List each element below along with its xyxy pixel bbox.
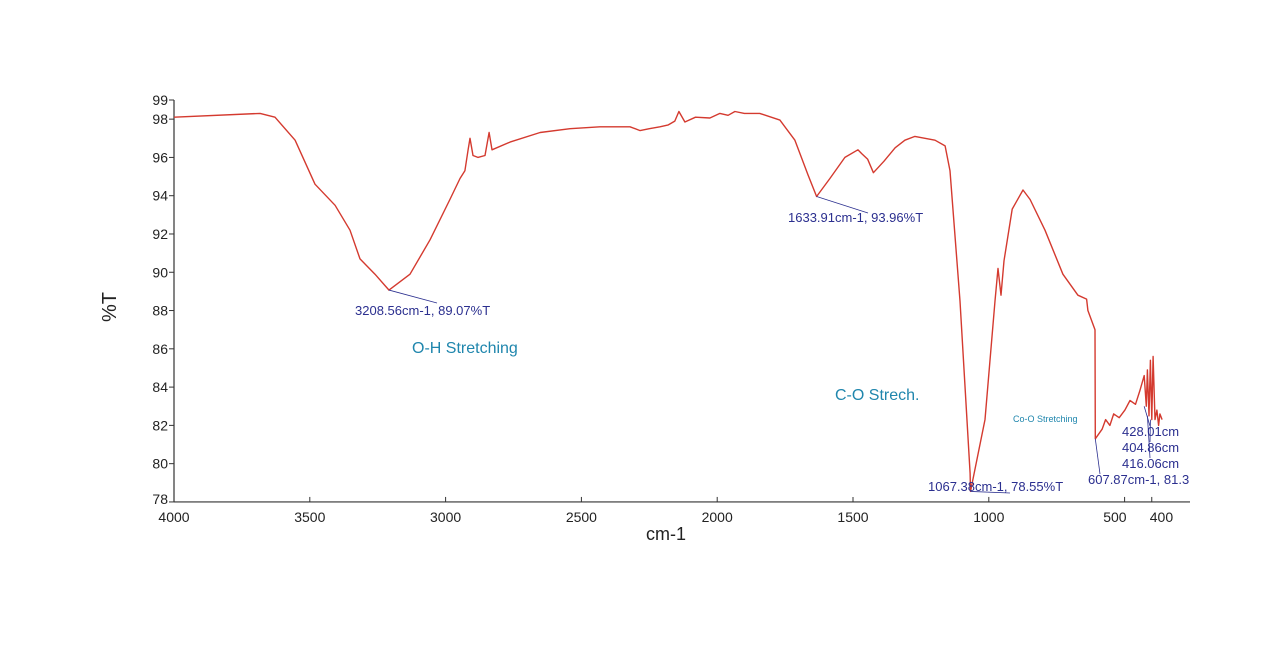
y-tick-label: 86 (152, 341, 168, 357)
peak-label: 1067.38cm-1, 78.55%T (928, 479, 1063, 494)
peak-label: 404.86cm (1122, 440, 1179, 455)
band-assignment-label: C-O Strech. (835, 387, 919, 404)
y-tick-label: 84 (152, 379, 168, 395)
annotation-layer: 3208.56cm-1, 89.07%T 1633.91cm-1, 93.96%T… (355, 196, 1189, 494)
y-axis-label: %T (99, 292, 121, 322)
x-tick-label: 400 (1150, 509, 1174, 525)
x-axis-label: cm-1 (646, 524, 686, 544)
x-tick-label: 2000 (702, 509, 733, 525)
x-tick-label: 4000 (158, 509, 189, 525)
x-tick-label: 1500 (837, 509, 868, 525)
spectrum-line (174, 112, 1162, 492)
x-tick-label: 1000 (973, 509, 1004, 525)
peak-leader-line (1095, 439, 1100, 474)
ticks: 99 98 96 94 92 90 88 86 84 82 80 78 4000 3500 3000 2500… (152, 92, 1173, 525)
y-tick-label: 98 (152, 111, 168, 127)
y-tick-label: 94 (152, 188, 168, 204)
axes (174, 100, 1190, 502)
y-tick-label: 99 (152, 92, 168, 108)
x-tick-label: 3500 (294, 509, 325, 525)
x-tick-label: 3000 (430, 509, 461, 525)
x-tick-label: 2500 (566, 509, 597, 525)
series-layer (174, 112, 1162, 492)
peak-label: 607.87cm-1, 81.3 (1088, 472, 1189, 487)
y-tick-label: 88 (152, 303, 168, 319)
y-tick-label: 82 (152, 417, 168, 433)
y-tick-label: 92 (152, 226, 168, 242)
y-tick-label: 80 (152, 456, 168, 472)
y-tick-label: 96 (152, 149, 168, 165)
x-tick-label: 500 (1103, 509, 1127, 525)
y-tick-label: 90 (152, 264, 168, 280)
y-tick-label: 78 (152, 491, 168, 507)
peak-label: 1633.91cm-1, 93.96%T (788, 210, 923, 225)
band-assignment-label: O-H Stretching (412, 340, 518, 357)
peak-label: 3208.56cm-1, 89.07%T (355, 303, 490, 318)
band-assignment-label: Co-O Stretching (1013, 414, 1078, 424)
peak-leader-line (389, 290, 437, 303)
peak-label: 416.06cm (1122, 456, 1179, 471)
